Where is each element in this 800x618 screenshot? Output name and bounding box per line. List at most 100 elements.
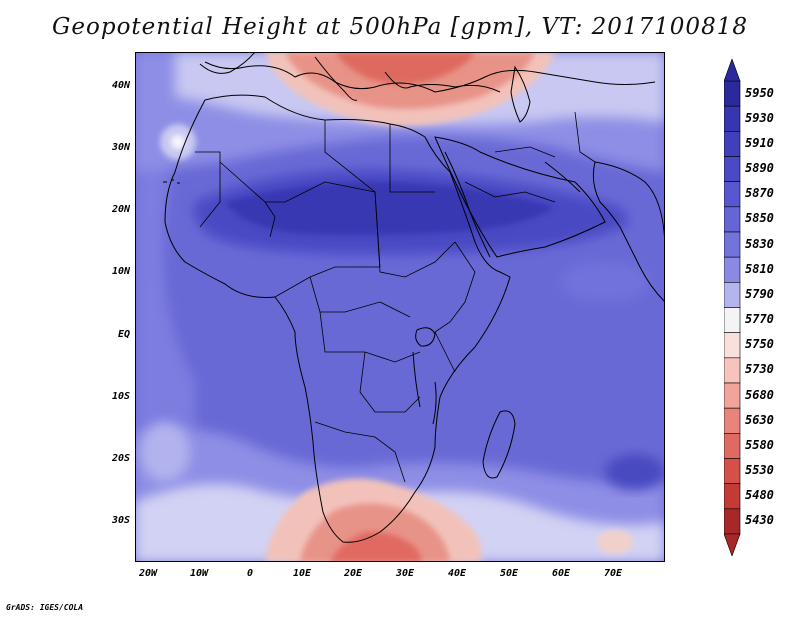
border-sahel [274,266,380,298]
colorbar-cell [724,433,741,459]
colorbar-bottom-arrow [724,533,741,556]
lake-malawi [432,381,437,425]
colorbar-cell [724,156,741,182]
colorbar-top-arrow [724,59,741,82]
colorbar-label: 5580 [745,437,774,452]
lat-label-40n: 40N [111,80,130,91]
colorbar-label: 5870 [745,186,774,201]
field-arabian-sea [560,262,650,302]
border-ethiopia-kenya [434,241,476,333]
lon-label-60e: 60E [551,568,571,579]
lon-label-50e: 50E [499,568,519,579]
colorbar-cell [724,332,741,359]
colorbar-cell [724,105,741,132]
lon-label-40e: 40E [447,568,467,579]
colorbar-cells [724,59,741,556]
canary-islands [163,179,180,184]
colorbar-label: 5830 [745,236,774,251]
map-panel [135,52,665,562]
border-egypt [389,124,435,193]
colorbar-cell [724,382,741,409]
country-borders [195,111,596,483]
italy-coastline [314,56,358,101]
map-frame [135,52,665,562]
colorbar-label: 5630 [745,412,774,427]
colorbar-label: 5770 [745,312,774,327]
colorbar-cell [724,357,741,384]
colorbar-label: 5680 [745,387,774,402]
lat-label-eq: EQ [117,329,130,340]
light-spot-se [597,530,633,554]
lon-label-20w: 20W [138,568,158,579]
lon-label-10e: 10E [292,568,312,579]
turkey-coastline [384,71,501,93]
border-afghan [574,111,596,163]
colorbar-label: 5890 [745,161,774,176]
colorbar [724,59,741,556]
lat-label-30n: 30N [111,142,130,153]
colorbar-cell [724,458,741,484]
colorbar-cell [724,483,741,510]
persian-gulf-coastline [544,161,581,193]
border-mali [219,161,276,238]
lon-label-0: 0 [246,568,254,579]
trough-north-core [335,52,475,85]
border-tanzania [434,331,456,373]
colorbar-cell [724,256,741,283]
lat-label-20s: 20S [111,453,130,464]
lon-label-70e: 70E [603,568,623,579]
colorbar-cell [724,231,741,258]
border-iraq-iran [494,146,556,158]
colorbar-label: 5950 [745,85,774,100]
colorbar-cell [724,282,741,308]
lat-label-10n: 10N [111,266,130,277]
colorbar-cell [724,80,741,107]
border-saudi [464,181,556,203]
lon-label-30e: 30E [395,568,415,579]
colorbar-cell [724,508,741,535]
grads-credit: GrADS: IGES/COLA [6,603,84,612]
trough-south-core [330,531,422,562]
lake-victoria [415,327,436,347]
lon-label-20e: 20E [343,568,363,579]
colorbar-label: 5810 [745,261,774,276]
dark-spot-se [605,454,665,490]
colorbar-cell [724,407,741,434]
red-sea-coastline [444,151,491,258]
lat-label-10s: 10S [111,391,130,402]
border-sudan [374,191,456,278]
colorbar-cell [724,181,741,208]
caspian-coastline [510,65,531,123]
madagascar-coastline [482,410,516,479]
coastlines [163,52,665,543]
colorbar-label: 5910 [745,135,774,150]
colorbar-label: 5480 [745,488,774,503]
border-algeria-niger [265,181,376,203]
colorbar-label: 5730 [745,362,774,377]
lat-label-20n: 20N [111,204,130,215]
europe-coastline [204,61,656,93]
geopotential-map [135,52,665,562]
border-namibia-botswana [314,421,406,483]
ridge-core [225,181,555,236]
border-w-sahara [195,151,221,228]
border-zambia [359,351,421,413]
lon-label-10w: 10W [189,568,209,579]
colorbar-label: 5930 [745,110,774,125]
iberia-coastline [199,52,256,74]
colorbar-label: 5430 [745,513,774,528]
colorbar-label: 5850 [745,211,774,226]
colorbar-cell [724,307,741,333]
colorbar-cell [724,131,741,157]
light-spot-sw [140,422,190,482]
light-spot-nw-core [171,135,185,149]
border-nigeria-car [309,276,411,318]
india-coastline [592,161,665,303]
africa-coastline [164,94,511,543]
lake-tanganyika [412,351,421,408]
colorbar-label: 5750 [745,337,774,352]
colorbar-cell [724,206,741,233]
colorbar-label: 5790 [745,286,774,301]
lat-label-30s: 30S [111,515,130,526]
map-title: Geopotential Height at 500hPa [gpm], VT:… [52,14,748,40]
